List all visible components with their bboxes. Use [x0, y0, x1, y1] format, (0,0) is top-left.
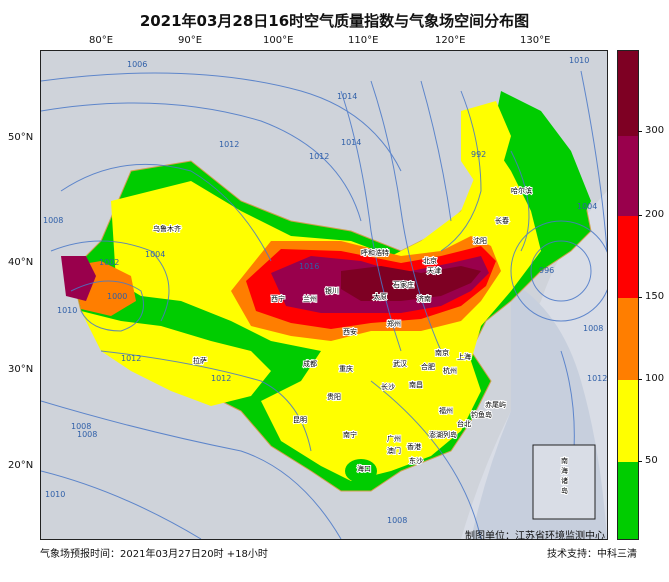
city-label: 武汉 — [393, 359, 407, 368]
inset-label: 诸 — [561, 476, 568, 485]
isobar-label: 1012 — [309, 152, 329, 161]
city-label: 福州 — [439, 406, 453, 415]
city-label: 沈阳 — [473, 236, 487, 245]
isobar-label: 1008 — [387, 516, 407, 525]
isobar-label: 992 — [471, 150, 486, 159]
city-label: 澎湖列岛 — [429, 430, 457, 439]
city-label: 天津 — [427, 267, 441, 275]
colorbar-label-50: 50 — [645, 455, 658, 466]
city-label: 哈尔滨 — [511, 186, 532, 195]
isobar-label: 1000 — [107, 292, 127, 301]
city-label: 香港 — [407, 442, 421, 451]
city-label: 西宁 — [271, 294, 285, 303]
isobar-label: 1006 — [127, 60, 147, 69]
isobar-label: 1008 — [77, 430, 97, 439]
city-label: 南京 — [435, 348, 449, 357]
city-label: 拉萨 — [193, 356, 207, 365]
city-label: 呼和浩特 — [361, 248, 389, 257]
city-label: 海口 — [357, 464, 371, 473]
inset-label: 岛 — [561, 486, 568, 495]
tech-support: 技术支持：中科三清 — [547, 549, 637, 560]
city-label: 广州 — [387, 434, 401, 443]
isobar-label: 1012 — [211, 374, 231, 383]
isobar-label: 996 — [539, 266, 554, 275]
city-label: 长春 — [495, 216, 509, 225]
colorbar-segment — [618, 380, 638, 462]
city-label: 银川 — [325, 286, 339, 295]
lon-label-80: 80°E — [89, 35, 114, 46]
isobar-label: 1008 — [71, 422, 91, 431]
city-label: 澳门 — [387, 446, 401, 455]
lat-label-50: 50°N — [8, 132, 34, 143]
city-label: 长沙 — [381, 382, 395, 391]
city-label: 贵阳 — [327, 392, 341, 401]
isobar-label: 1004 — [145, 250, 165, 259]
lat-label-40: 40°N — [8, 257, 34, 268]
city-label: 西安 — [343, 327, 357, 336]
isobar-label: 1014 — [337, 92, 357, 101]
city-label: 北京 — [423, 256, 437, 265]
colorbar-label-150: 150 — [645, 291, 665, 302]
lon-label-120: 120°E — [435, 35, 466, 46]
isobar-label: 1016 — [299, 262, 319, 271]
colorbar-label-300: 300 — [645, 125, 665, 136]
isobar-label: 1012 — [219, 140, 239, 149]
inset-label: 海 — [561, 466, 568, 475]
city-label: 南昌 — [409, 380, 423, 389]
aqi-colorbar — [617, 50, 639, 540]
isobar-label: 1010 — [569, 56, 589, 65]
city-label: 乌鲁木齐 — [153, 224, 181, 233]
colorbar-segment — [618, 51, 638, 136]
city-label: 太原 — [373, 292, 387, 301]
isobar-label: 1002 — [99, 258, 119, 267]
city-label: 郑州 — [387, 320, 401, 328]
isobar-label: 1010 — [45, 490, 65, 499]
lon-label-110: 110°E — [348, 35, 379, 46]
lat-label-20: 20°N — [8, 460, 34, 471]
lat-label-30: 30°N — [8, 364, 34, 375]
isobar-label: 1010 — [57, 306, 77, 315]
isobar-label: 1012 — [121, 354, 141, 363]
city-label: 兰州 — [303, 294, 317, 303]
colorbar-label-100: 100 — [645, 373, 665, 384]
lon-label-90: 90°E — [178, 35, 203, 46]
isobar-label: 1014 — [341, 138, 361, 147]
city-label: 济南 — [417, 294, 431, 303]
isobar-label: 1008 — [43, 216, 63, 225]
isobar-label: 1012 — [587, 374, 607, 383]
city-label: 东沙 — [409, 456, 423, 465]
city-label: 钓鱼岛 — [471, 410, 492, 419]
city-label: 上海 — [457, 352, 471, 361]
city-label: 杭州 — [443, 366, 457, 375]
city-label: 合肥 — [421, 362, 435, 371]
colorbar-segment — [618, 462, 638, 539]
lon-label-100: 100°E — [263, 35, 294, 46]
city-label: 石家庄 — [393, 280, 414, 289]
city-label: 台北 — [457, 419, 471, 428]
city-label: 赤尾屿 — [485, 400, 506, 409]
colorbar-segment — [618, 298, 638, 380]
isobar-label: 1008 — [583, 324, 603, 333]
city-label: 昆明 — [293, 416, 307, 424]
map-canvas: 1006 1012 1012 1014 1014 1008 1002 1004 … — [41, 51, 607, 539]
city-label: 重庆 — [339, 364, 353, 373]
maker-label: 制图单位：江苏省环境监测中心 — [465, 531, 605, 542]
inset-label: 南 — [561, 456, 568, 465]
colorbar-label-200: 200 — [645, 209, 665, 220]
colorbar-segment — [618, 216, 638, 298]
isobar-label: 1004 — [577, 202, 597, 211]
colorbar-segment — [618, 136, 638, 216]
city-label: 南宁 — [343, 430, 357, 439]
forecast-time: 气象场预报时间：2021年03月27日20时 +18小时 — [40, 549, 268, 560]
aqi-map: 1006 1012 1012 1014 1014 1008 1002 1004 … — [40, 50, 608, 540]
lon-label-130: 130°E — [520, 35, 551, 46]
city-label: 成都 — [303, 359, 317, 368]
map-title: 2021年03月28日16时空气质量指数与气象场空间分布图 — [139, 12, 530, 30]
